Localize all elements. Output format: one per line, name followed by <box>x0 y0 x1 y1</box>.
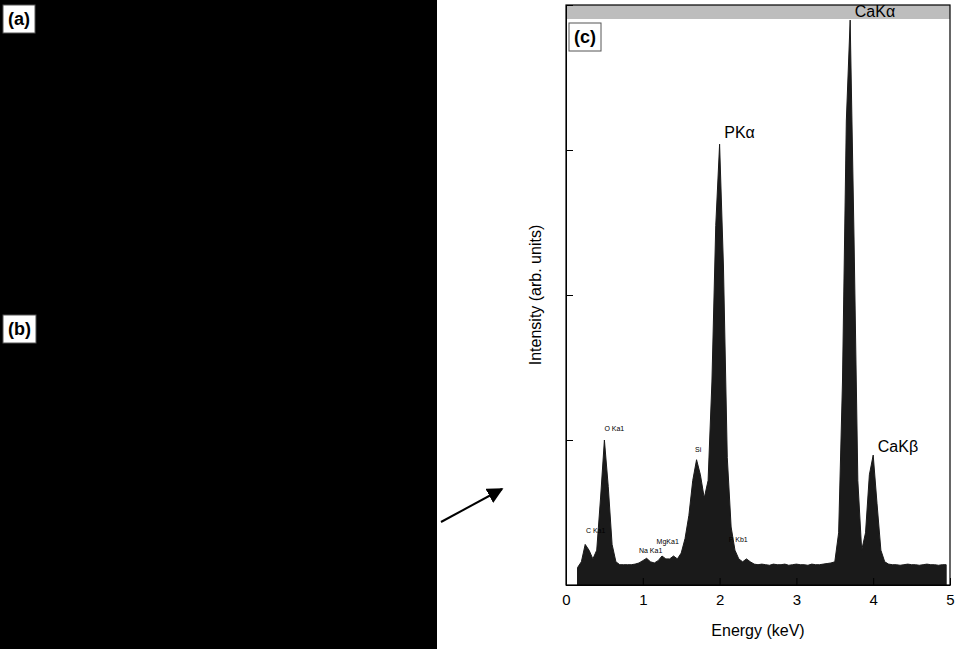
y-tick-mark <box>566 295 573 296</box>
y-tick <box>566 440 573 441</box>
x-tick-label: 1 <box>639 591 647 608</box>
peak-label: C Ka1 <box>586 527 606 534</box>
spectrum-area <box>578 20 947 585</box>
micrograph <box>0 0 437 300</box>
peak-label: O Ka1 <box>604 425 624 432</box>
panel-label-background <box>569 23 601 51</box>
x-tick: 3 <box>793 578 801 608</box>
x-tick-label: 5 <box>946 591 954 608</box>
x-axis: 0 1 2 3 4 5 <box>562 578 954 608</box>
y-axis <box>566 6 573 586</box>
peak-label: Na Ka1 <box>639 547 662 554</box>
y-tick-mark <box>566 585 573 586</box>
x-axis-title: Energy (keV) <box>711 622 804 639</box>
x-tick-label: 2 <box>716 591 724 608</box>
micrograph <box>0 300 437 649</box>
plot-background <box>566 5 950 585</box>
y-tick-mark <box>566 5 573 6</box>
y-tick-mark <box>566 440 573 441</box>
peak-label: MgKa1 <box>657 538 679 546</box>
arrow <box>441 489 502 522</box>
spectrum-group <box>578 20 947 585</box>
peak-label: CaKβ <box>878 438 918 455</box>
y-tick <box>566 585 573 586</box>
x-tick-label: 0 <box>562 591 570 608</box>
x-tick: 2 <box>716 578 724 608</box>
y-tick <box>566 295 573 296</box>
x-tick: 1 <box>639 578 647 608</box>
y-axis-title: Intensity (arb. units) <box>527 225 544 366</box>
peak-label: Si <box>695 446 702 453</box>
x-tick-mark <box>796 578 797 585</box>
figure: (a) (b) 0 1 2 3 4 5 Energy (keV) Intensity (arb. … <box>0 0 955 649</box>
x-tick: 5 <box>946 578 954 608</box>
x-tick: 4 <box>870 578 878 608</box>
x-tick-mark <box>643 578 644 585</box>
x-tick-label: 4 <box>870 591 878 608</box>
x-axis-line <box>567 585 951 586</box>
x-tick-label: 3 <box>793 591 801 608</box>
peak-label: P Kb1 <box>729 536 748 543</box>
panel-label: (b) <box>8 319 31 339</box>
x-tick-mark <box>720 578 721 585</box>
panel-label: (c) <box>574 27 596 47</box>
panel-label-box: (b) <box>3 315 36 343</box>
annotations: CaKα PKα CaKβ O Ka1 Si MgKa1Na Ka1 C Ka1 P Kb1 <box>586 3 918 555</box>
peak-label: PKα <box>724 124 755 141</box>
plot-frame <box>566 5 950 585</box>
x-tick-mark <box>873 578 874 585</box>
y-tick <box>566 150 573 151</box>
y-tick-mark <box>566 150 573 151</box>
x-tick-mark <box>950 578 951 585</box>
y-tick <box>566 5 573 6</box>
panel-label-box: (c) <box>569 23 601 51</box>
panel-label: (a) <box>8 9 30 29</box>
panel-label-background <box>3 315 36 343</box>
peak-label: CaKα <box>855 3 895 20</box>
panel-label-box: (a) <box>3 5 35 33</box>
panel-label-background <box>3 5 35 33</box>
